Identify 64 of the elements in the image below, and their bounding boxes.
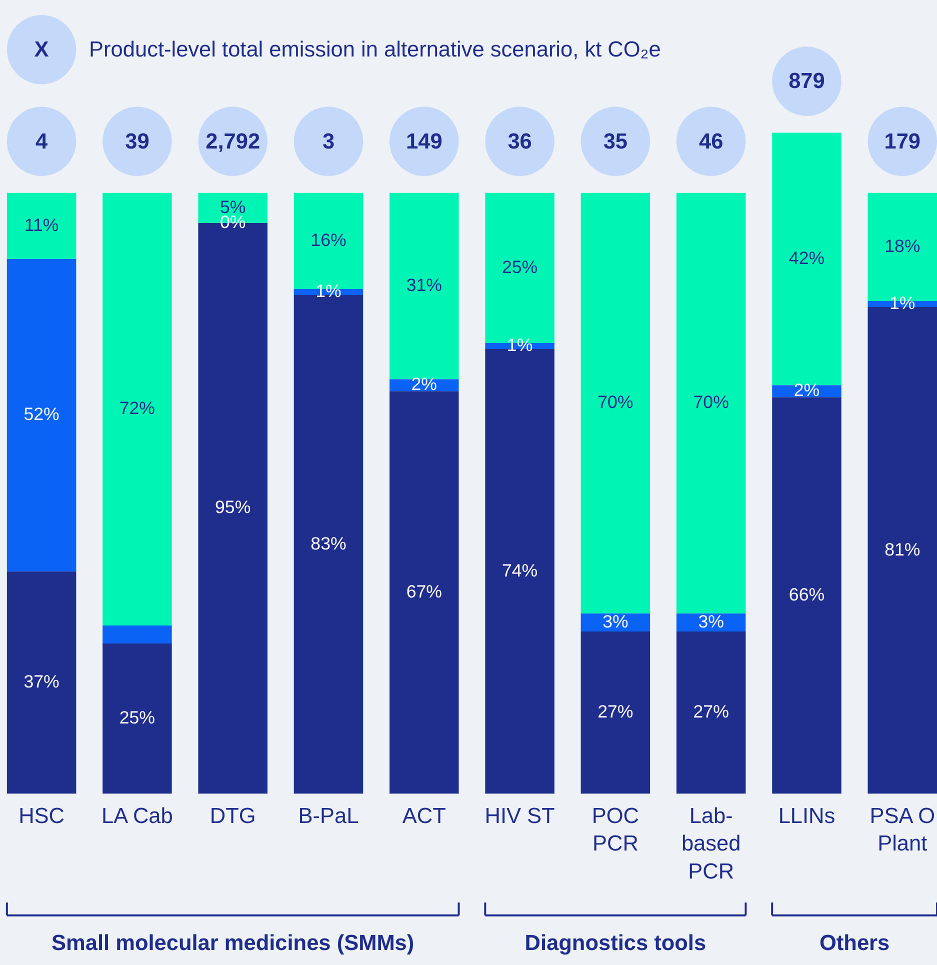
x-tick-label: DTG [210,802,256,828]
data-label: 95% [215,497,251,518]
bar [102,625,172,644]
data-label: 52% [24,404,60,424]
text: Others [819,930,890,956]
annotation: 46 [698,128,724,154]
x-tick-label: B-PaL [298,802,359,828]
text: Small molecular medicines (SMMs) [52,930,414,956]
x-tick-label: LLINs [778,802,836,828]
data-label: 81% [884,539,920,560]
data-label: 66% [788,584,825,604]
data-label: 37% [24,671,60,692]
bar [676,192,746,614]
data-label: 25% [502,256,538,277]
x-tick-label: HIV ST [484,802,555,828]
text: X [34,36,50,62]
data-label: 70% [598,392,634,412]
x-tick-label: HSC [18,802,65,828]
x-tick-label: ACT [402,802,446,828]
annotation: 4 [35,128,48,154]
data-label: 72% [119,398,156,418]
text: Product-level total emission in alternative scenario, kt CO₂e [89,36,661,62]
data-label: 5% [220,196,246,217]
bar [102,192,172,626]
data-label: 83% [310,533,346,554]
data-label: 27% [693,702,730,722]
annotation: 35 [603,128,628,154]
annotation: 3 [322,128,335,154]
data-label: 42% [788,248,825,268]
annotation: 39 [125,128,150,154]
data-label: 3% [602,611,628,632]
x-tick-label: Lab- based PCR [681,802,741,884]
annotation: 36 [508,128,532,154]
x-tick-label: PSA O Plant [870,802,936,856]
annotation: 2,792 [206,128,260,154]
data-label: 70% [693,392,730,412]
bar [390,391,459,794]
data-label: 16% [310,230,346,250]
bar [102,643,172,794]
data-label: 11% [24,214,59,235]
data-label: 2% [794,380,820,400]
bar [6,258,76,572]
text: Diagnostics tools [524,930,706,956]
data-label: 27% [598,702,634,722]
bar [6,192,76,259]
bar [772,132,842,386]
data-label: 2% [411,374,438,394]
data-label: 3% [698,611,724,632]
annotation: 879 [788,68,825,94]
data-label: 67% [406,581,442,602]
data-label: 18% [884,236,920,256]
data-label: 25% [119,708,156,728]
bar [772,397,842,794]
bar [6,571,76,794]
x-tick-label: LA Cab [102,802,173,828]
data-label: 74% [502,560,538,580]
annotation: 179 [884,128,921,154]
bar [676,631,746,794]
bar [390,192,459,380]
x-tick-label: POC PCR [592,802,640,856]
bar [580,631,650,794]
bar [580,192,650,614]
annotation: 149 [406,128,442,154]
data-label: 31% [406,274,442,295]
